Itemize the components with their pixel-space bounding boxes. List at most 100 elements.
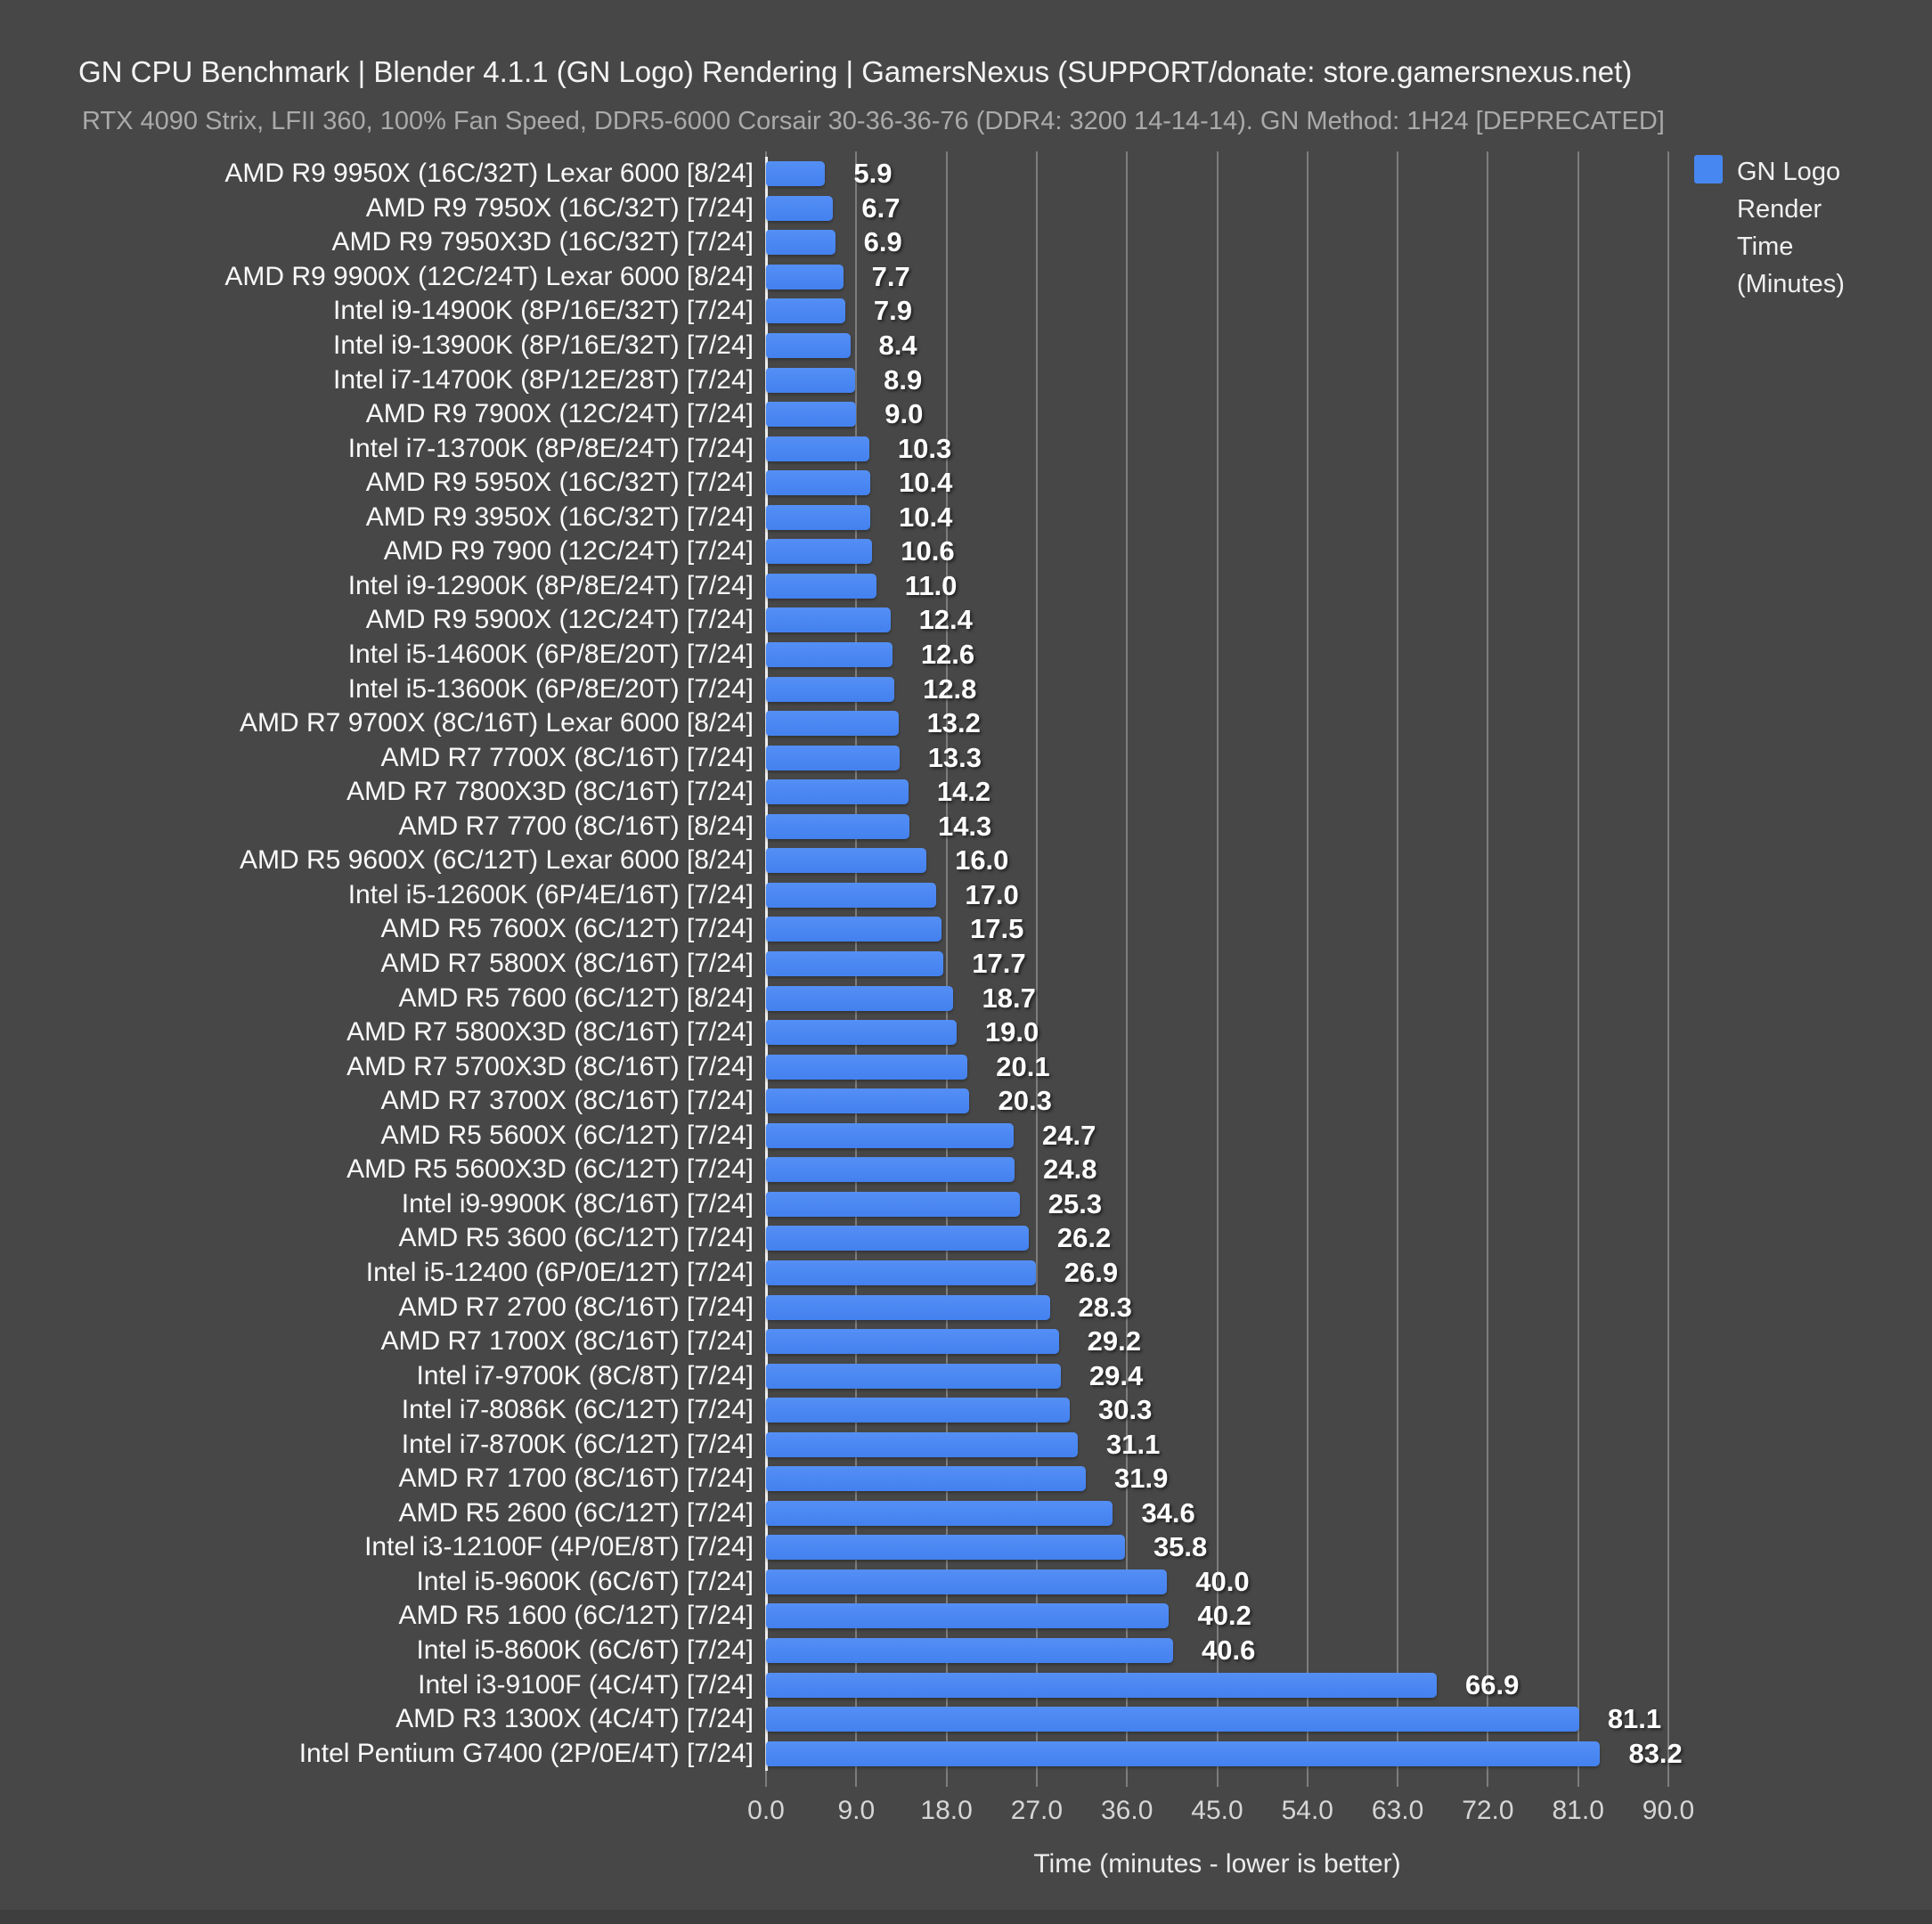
- bar-row: AMD R9 9950X (16C/32T) Lexar 6000 [8/24]…: [0, 157, 1932, 192]
- bar: [766, 1329, 1059, 1355]
- legend-label: GN Logo Render Time (Minutes): [1737, 158, 1845, 299]
- bar-row: AMD R9 7900X (12C/24T) [7/24] 9.0: [0, 397, 1932, 432]
- bar: [766, 1260, 1036, 1285]
- value-label: 31.1: [1106, 1428, 1161, 1460]
- x-tick-label: 18.0: [920, 1796, 973, 1825]
- bar: [766, 161, 826, 187]
- bar-row: AMD R5 7600 (6C/12T) [8/24] 18.7: [0, 981, 1932, 1015]
- category-label: AMD R7 7700 (8C/16T) [8/24]: [398, 811, 754, 841]
- category-label: AMD R9 7950X3D (16C/32T) [7/24]: [331, 227, 754, 257]
- category-label: Intel i3-9100F (4C/4T) [7/24]: [418, 1669, 754, 1700]
- bar-row: AMD R7 7700 (8C/16T) [8/24] 14.3: [0, 810, 1932, 844]
- category-label: Intel i5-12400 (6P/0E/12T) [7/24]: [365, 1257, 754, 1287]
- gridline: [1126, 151, 1129, 1787]
- value-label: 83.2: [1628, 1737, 1683, 1769]
- bar: [766, 1431, 1079, 1457]
- category-label: Intel i3-12100F (4P/0E/8T) [7/24]: [364, 1532, 754, 1562]
- bar-row: AMD R5 5600X (6C/12T) [7/24] 24.7: [0, 1118, 1932, 1153]
- category-label: AMD R7 2700 (8C/16T) [7/24]: [398, 1292, 754, 1322]
- value-label: 29.4: [1088, 1359, 1144, 1391]
- bar-row: AMD R7 5800X3D (8C/16T) [7/24] 19.0: [0, 1015, 1932, 1050]
- category-label: Intel i7-13700K (8P/8E/24T) [7/24]: [347, 433, 754, 463]
- bar: [766, 1707, 1579, 1732]
- bar-row: AMD R9 7950X3D (16C/32T) [7/24] 6.9: [0, 225, 1932, 260]
- category-label: AMD R9 7900 (12C/24T) [7/24]: [383, 536, 754, 567]
- bar-row: AMD R7 9700X (8C/16T) Lexar 6000 [8/24] 1…: [0, 706, 1932, 741]
- value-label: 31.9: [1114, 1463, 1169, 1495]
- bar: [766, 504, 871, 530]
- value-label: 13.2: [926, 707, 981, 739]
- bar-row: AMD R5 3600 (6C/12T) [7/24] 26.2: [0, 1221, 1932, 1256]
- bar-row: Intel i9-14900K (8P/16E/32T) [7/24] 7.9: [0, 294, 1932, 329]
- value-label: 40.0: [1195, 1565, 1250, 1597]
- category-label: Intel i5-13600K (6P/8E/20T) [7/24]: [347, 673, 754, 704]
- bar: [766, 1122, 1014, 1148]
- bar-row: Intel i9-13900K (8P/16E/32T) [7/24] 8.4: [0, 329, 1932, 363]
- value-label: 9.0: [884, 398, 924, 430]
- category-label: Intel i7-8700K (6C/12T) [7/24]: [401, 1429, 754, 1459]
- category-label: Intel i9-14900K (8P/16E/32T) [7/24]: [333, 296, 754, 326]
- bar-row: AMD R5 7600X (6C/12T) [7/24] 17.5: [0, 912, 1932, 947]
- bar-row: Intel i7-8700K (6C/12T) [7/24] 31.1: [0, 1427, 1932, 1462]
- bar-row: AMD R5 5600X3D (6C/12T) [7/24] 24.8: [0, 1153, 1932, 1187]
- legend: GN Logo Render Time (Minutes): [1694, 153, 1871, 303]
- category-label: Intel i7-14700K (8P/12E/28T) [7/24]: [333, 364, 754, 395]
- bottom-edge: [0, 1910, 1932, 1924]
- x-tick-label: 27.0: [1010, 1796, 1064, 1825]
- bar-row: AMD R7 1700X (8C/16T) [7/24] 29.2: [0, 1325, 1932, 1359]
- bar: [766, 298, 845, 324]
- category-label: AMD R7 7800X3D (8C/16T) [7/24]: [346, 777, 754, 807]
- bar: [766, 195, 834, 221]
- category-label: AMD R7 1700 (8C/16T) [7/24]: [398, 1463, 754, 1494]
- category-label: Intel i9-13900K (8P/16E/32T) [7/24]: [333, 330, 754, 361]
- category-label: AMD R9 7950X (16C/32T) [7/24]: [365, 192, 754, 223]
- bar-row: AMD R7 3700X (8C/16T) [7/24] 20.3: [0, 1084, 1932, 1119]
- bar: [766, 1603, 1170, 1629]
- category-label: AMD R9 7900X (12C/24T) [7/24]: [365, 399, 754, 429]
- bar: [766, 642, 893, 667]
- value-label: 11.0: [904, 569, 958, 601]
- category-label: AMD R9 5900X (12C/24T) [7/24]: [365, 605, 754, 635]
- bar-row: AMD R7 7700X (8C/16T) [7/24] 13.3: [0, 740, 1932, 775]
- value-label: 29.2: [1087, 1325, 1141, 1357]
- category-label: AMD R7 5700X3D (8C/16T) [7/24]: [346, 1051, 754, 1081]
- category-label: AMD R7 1700X (8C/16T) [7/24]: [380, 1326, 754, 1357]
- value-label: 12.4: [918, 604, 973, 636]
- bar: [766, 402, 857, 428]
- category-label: Intel i9-9900K (8C/16T) [7/24]: [401, 1188, 754, 1219]
- category-label: AMD R7 5800X3D (8C/16T) [7/24]: [346, 1017, 754, 1048]
- bar-row: Intel i3-9100F (4C/4T) [7/24] 66.9: [0, 1667, 1932, 1702]
- category-label: AMD R5 1600 (6C/12T) [7/24]: [398, 1601, 754, 1631]
- value-label: 18.7: [982, 982, 1036, 1014]
- value-label: 40.6: [1201, 1635, 1256, 1667]
- bar: [766, 779, 909, 805]
- bar: [766, 436, 869, 461]
- x-axis-label: Time (minutes - lower is better): [1033, 1849, 1401, 1879]
- category-label: AMD R5 9600X (6C/12T) Lexar 6000 [8/24]: [240, 845, 754, 876]
- category-label: AMD R5 5600X (6C/12T) [7/24]: [380, 1120, 754, 1150]
- bar: [766, 882, 937, 908]
- value-label: 13.3: [927, 741, 982, 773]
- value-label: 14.3: [937, 810, 992, 842]
- bar-row: AMD R7 5800X (8C/16T) [7/24] 17.7: [0, 947, 1932, 982]
- value-label: 17.7: [972, 947, 1026, 979]
- category-label: Intel i7-8086K (6C/12T) [7/24]: [401, 1395, 754, 1425]
- bar: [766, 917, 942, 942]
- bar: [766, 985, 954, 1011]
- value-label: 17.5: [969, 913, 1024, 945]
- bar-row: Intel i5-13600K (6P/8E/20T) [7/24] 12.8: [0, 672, 1932, 706]
- bar: [766, 1500, 1113, 1526]
- category-label: AMD R9 9950X (16C/32T) Lexar 6000 [8/24]: [224, 159, 754, 189]
- value-label: 17.0: [965, 878, 1019, 910]
- gridline: [1667, 151, 1669, 1787]
- value-label: 12.6: [920, 639, 975, 670]
- x-tick-label: 90.0: [1642, 1796, 1695, 1825]
- bar: [766, 950, 944, 976]
- value-label: 10.3: [897, 432, 952, 464]
- bar: [766, 1088, 970, 1114]
- value-label: 19.0: [984, 1016, 1039, 1048]
- value-label: 12.8: [923, 673, 977, 705]
- value-label: 30.3: [1098, 1394, 1153, 1426]
- value-label: 28.3: [1078, 1291, 1132, 1323]
